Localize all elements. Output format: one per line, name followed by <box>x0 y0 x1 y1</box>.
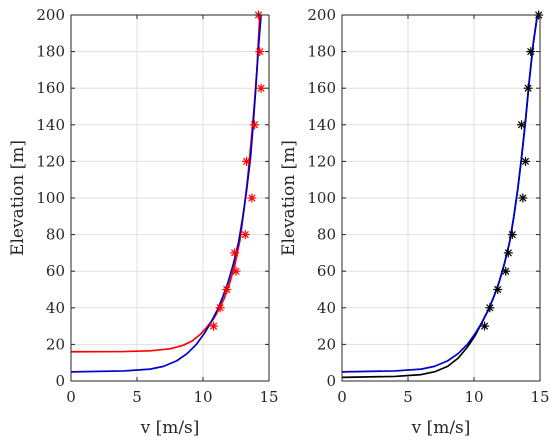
panel-2-y-tick-label: 60 <box>317 262 336 280</box>
panel-2-y-tick-label: 160 <box>307 79 336 97</box>
panel-1-series-1-line <box>71 15 261 353</box>
panel-2-marker-stroke <box>504 249 512 257</box>
panel-2-data-point <box>520 156 530 166</box>
panel-1-data-point <box>215 303 225 313</box>
panel-2-data-point <box>501 266 511 276</box>
panel-1-data-point <box>240 230 250 240</box>
panel-1-y-tick-label: 0 <box>55 372 65 390</box>
panel-1-plot-area <box>71 15 262 373</box>
panel-1-marker-stroke <box>231 249 239 257</box>
panel-2-y-tick-label: 140 <box>307 116 336 134</box>
panel-2-y-tick-label: 200 <box>307 6 336 24</box>
panel-1-marker-stroke <box>250 121 259 129</box>
panel-2-data-point <box>507 230 517 240</box>
panel-1-marker-stroke <box>248 194 256 202</box>
panel-1-marker-stroke <box>242 157 251 166</box>
panel-2-data-point <box>480 321 490 331</box>
panel-2-x-tick-label: 5 <box>403 388 413 406</box>
panel-2-data-point <box>526 47 536 57</box>
panel-2-marker-stroke <box>517 121 526 129</box>
panel-1-x-tick-label: 5 <box>132 388 142 406</box>
panel-2-data-point <box>493 285 503 294</box>
panel-2-series-2-line <box>342 15 539 373</box>
panel-1-y-tick-label: 140 <box>36 116 65 134</box>
panel-2-y-tick-label: 40 <box>317 299 336 317</box>
panel-2-x-tick-label: 10 <box>464 388 483 406</box>
panel-2-data-point <box>503 248 513 258</box>
panel-1-series-2-line <box>71 15 262 373</box>
panel-2-marker-stroke <box>480 322 489 330</box>
panel-2-y-tick-label: 120 <box>307 152 336 170</box>
panel-2-y-axis-label: Elevation [m] <box>279 140 299 256</box>
panel-1-marker-stroke <box>241 230 249 239</box>
panel-1-data-point <box>255 47 265 57</box>
panel-1-y-tick-label: 60 <box>46 262 65 280</box>
panel-2-marker-stroke <box>486 304 494 312</box>
panel-2-plot-area <box>342 15 539 379</box>
panel-1-y-axis-label: Elevation [m] <box>8 140 28 256</box>
panel-1-marker-stroke <box>232 267 240 275</box>
panel-1-y-tick-label: 40 <box>46 299 65 317</box>
panel-2-data-point <box>517 120 527 130</box>
panel-1-data-point <box>230 248 240 258</box>
panel-2-marker-stroke <box>524 84 532 92</box>
panel-1-y-tick-label: 100 <box>36 189 65 207</box>
panel-2-x-axis-label: v [m/s] <box>411 418 471 438</box>
panel-2-series-1-line <box>342 15 539 379</box>
panel-2-data-point <box>523 83 533 93</box>
panel-2-x-tick-label: 0 <box>337 388 347 406</box>
panel-1-y-tick-label: 120 <box>36 152 65 170</box>
panel-1-x-tick-label: 0 <box>66 388 76 406</box>
panel-1-data-point <box>249 120 259 130</box>
panel-1-marker-stroke <box>256 47 264 56</box>
panel-2-data-point <box>518 193 528 203</box>
panel-1-marker-stroke <box>257 84 265 92</box>
panel-2-axes: 0 5 10 15 0 20 40 60 80 100 120 140 160 180 200 v [m/s]… <box>279 6 550 438</box>
panel-2-marker-stroke <box>502 267 510 275</box>
panel-2-data-point <box>485 303 495 313</box>
panel-1-data-point <box>247 193 257 203</box>
panel-2-y-tick-label: 0 <box>326 372 336 390</box>
panel-2-marker-stroke <box>521 157 530 166</box>
panel-2-x-tick-label: 15 <box>530 388 549 406</box>
panel-2-marker-stroke <box>508 230 516 239</box>
panel-1-y-tick-label: 160 <box>36 79 65 97</box>
panel-2-y-tick-label: 80 <box>317 226 336 244</box>
panel-1-data-point <box>222 285 232 294</box>
panel-1-x-tick-label: 10 <box>193 388 212 406</box>
panel-2-y-tick-label: 20 <box>317 335 336 353</box>
panel-1-marker-stroke <box>223 285 231 294</box>
panel-1-y-tick-label: 180 <box>36 43 65 61</box>
panel-2-marker-stroke <box>494 285 502 294</box>
panel-1-data-point <box>256 83 266 93</box>
panel-1-data-point <box>231 266 241 276</box>
panel-1-data-point <box>209 321 219 331</box>
panel-1-data-point <box>242 156 252 166</box>
panel-1-y-tick-label: 20 <box>46 335 65 353</box>
panel-1-y-tick-label: 80 <box>46 226 65 244</box>
panel-1-x-tick-label: 15 <box>259 388 278 406</box>
panel-1-axes: 0 5 10 15 0 20 40 60 80 100 120 140 160 180 200 v [m/s]… <box>8 6 279 438</box>
panel-2-marker-stroke <box>527 47 535 56</box>
panel-1-y-tick-label: 200 <box>36 6 65 24</box>
panel-1-x-axis-label: v [m/s] <box>140 418 200 438</box>
panel-2-y-tick-label: 180 <box>307 43 336 61</box>
panel-2-y-tick-label: 100 <box>307 189 336 207</box>
panel-2-marker-stroke <box>519 194 527 202</box>
panel-1-marker-stroke <box>209 322 218 330</box>
panel-1-marker-stroke <box>216 304 224 312</box>
